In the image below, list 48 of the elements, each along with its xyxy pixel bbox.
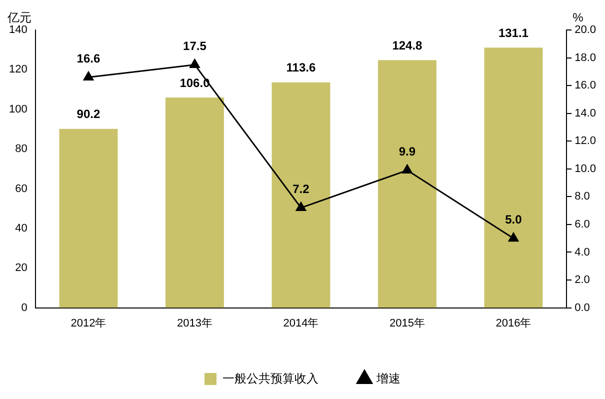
y2-tick-label: 6.0 bbox=[574, 218, 590, 230]
y-tick-label: 20 bbox=[15, 262, 28, 274]
x-tick-label: 2014年 bbox=[283, 317, 319, 330]
bar bbox=[378, 60, 436, 308]
data-label: 124.8 bbox=[392, 38, 423, 52]
data-label: 106.0 bbox=[180, 76, 210, 90]
y2-tick-label: 8.0 bbox=[574, 190, 590, 203]
point bbox=[296, 202, 306, 212]
data-label: 113.6 bbox=[286, 60, 316, 75]
bar bbox=[166, 97, 224, 308]
y-tick-label: 80 bbox=[15, 143, 28, 156]
y2-axis-title: % bbox=[572, 10, 584, 24]
legend-label: 增速 bbox=[376, 371, 400, 386]
x-tick-label: 2016年 bbox=[496, 317, 532, 330]
y2-tick-label: 0.0 bbox=[574, 302, 590, 314]
y2-tick-label: 4.0 bbox=[574, 246, 590, 258]
bar bbox=[484, 48, 543, 308]
point bbox=[190, 58, 200, 68]
y2-tick-label: 12.0 bbox=[574, 135, 596, 148]
bar bbox=[59, 128, 118, 308]
y2-tick-label: 20.0 bbox=[574, 24, 596, 36]
y-tick-label: 100 bbox=[8, 103, 28, 116]
x-tick-label: 2013年 bbox=[176, 317, 212, 330]
bar bbox=[272, 82, 330, 308]
point bbox=[402, 164, 412, 174]
y2-tick-label: 2.0 bbox=[574, 274, 590, 286]
data-label: 7.2 bbox=[292, 182, 310, 196]
data-label: 17.5 bbox=[183, 39, 207, 54]
y-tick-label: 140 bbox=[8, 24, 28, 36]
data-label: 90.2 bbox=[76, 107, 100, 122]
x-tick-label: 2012年 bbox=[70, 317, 106, 330]
y-tick-label: 60 bbox=[15, 182, 28, 195]
point bbox=[508, 232, 519, 242]
legend-label: 一般公共预算收入 bbox=[222, 371, 318, 386]
y-tick-label: 120 bbox=[8, 64, 28, 76]
data-label: 5.0 bbox=[505, 212, 522, 227]
y2-tick-label: 10.0 bbox=[574, 162, 596, 175]
y-axis-title: 亿元 bbox=[6, 10, 32, 24]
y2-tick-label: 14.0 bbox=[574, 107, 596, 120]
y-tick-label: 40 bbox=[15, 222, 28, 234]
y-tick-label: 0 bbox=[21, 302, 28, 314]
y2-tick-label: 16.0 bbox=[574, 80, 596, 92]
data-label: 16.6 bbox=[76, 52, 100, 66]
x-tick-label: 2015年 bbox=[389, 317, 425, 330]
data-label: 9.9 bbox=[398, 144, 416, 159]
point bbox=[83, 71, 94, 80]
data-label: 131.1 bbox=[498, 26, 529, 40]
y2-tick-label: 18.0 bbox=[574, 52, 596, 64]
